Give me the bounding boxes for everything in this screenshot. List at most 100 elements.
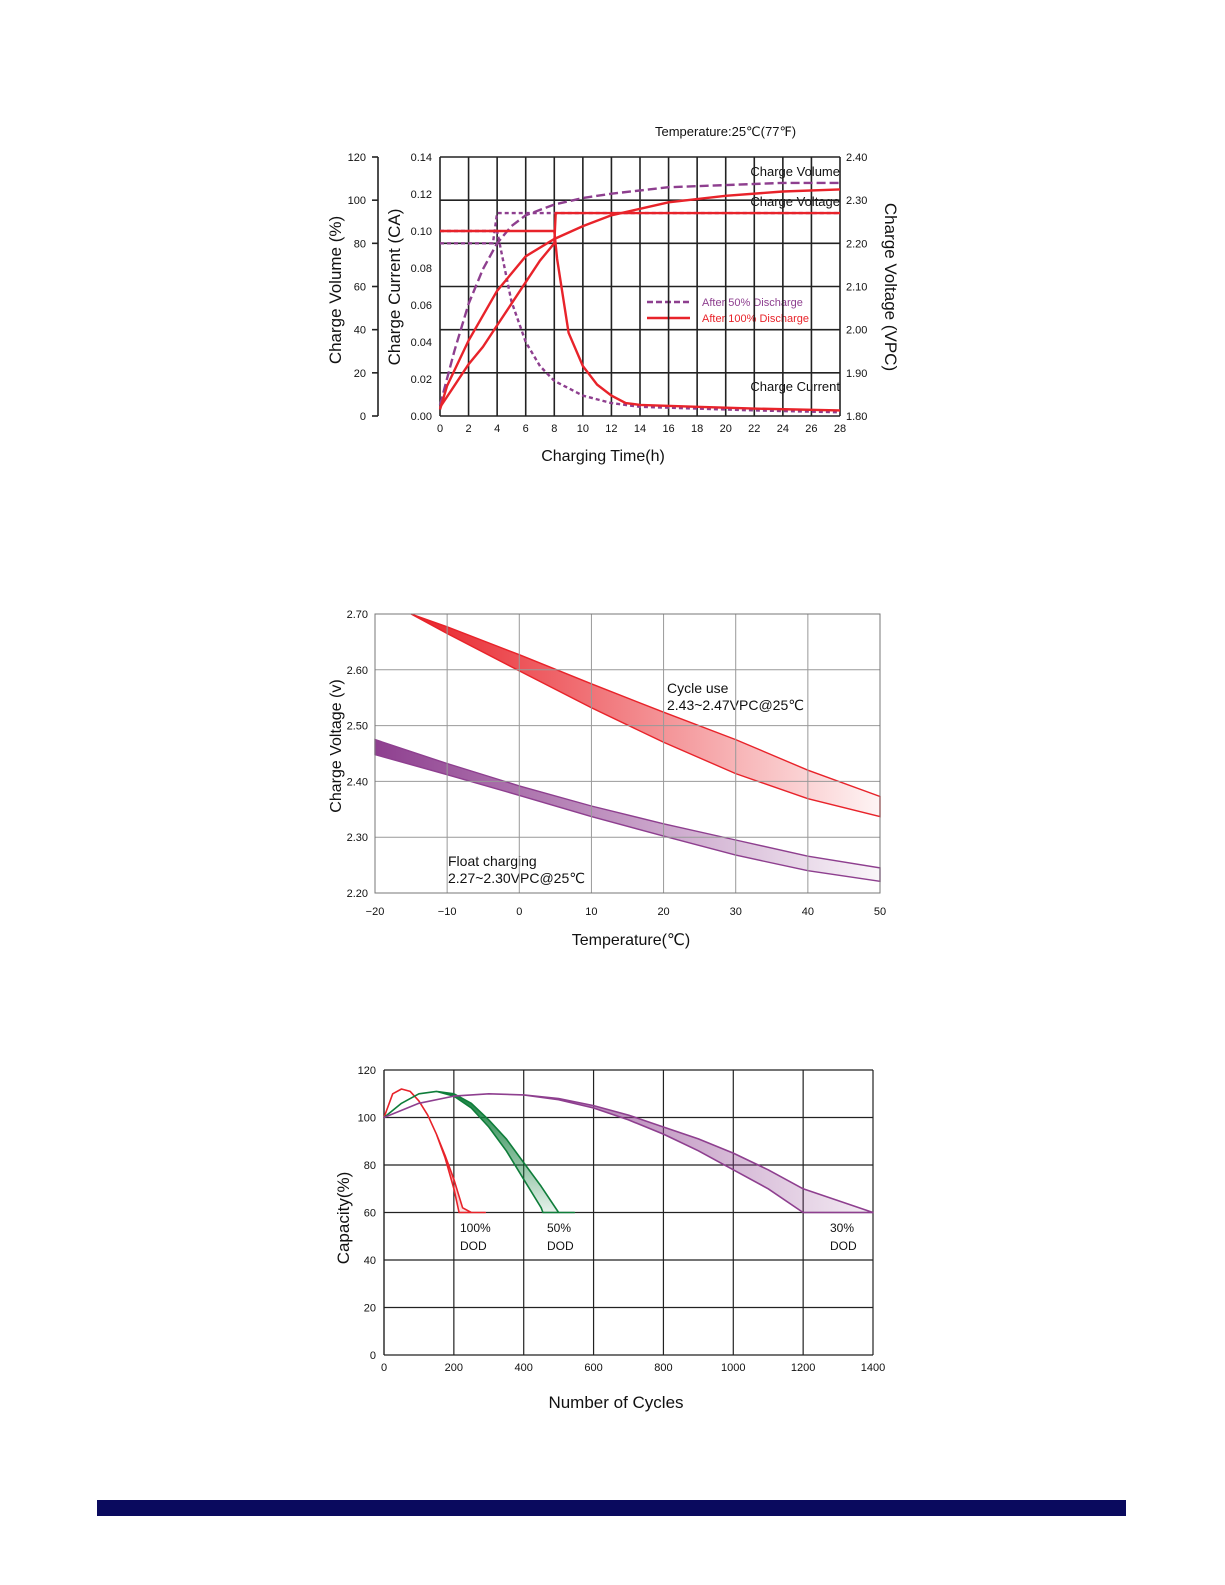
charging-x-tick: 12 (605, 423, 617, 435)
volume-tick-label: 120 (348, 152, 366, 164)
band-50-dod (383, 1090, 576, 1214)
series-50-voltage (440, 211, 840, 245)
current-tick-label: 0.00 (411, 411, 432, 423)
series-100-volume (438, 188, 841, 410)
current-tick-label: 0.06 (411, 300, 432, 312)
current-tick-label: 0.04 (411, 337, 432, 349)
charging-x-tick: 28 (834, 423, 846, 435)
temperature-y-tick: 2.20 (347, 888, 368, 900)
cycles-x-tick-zero: 0 (381, 1362, 387, 1374)
volume-tick-label: 40 (354, 325, 366, 337)
charging-temperature-note: Temperature:25℃(77℉) (655, 124, 796, 139)
cycle-use-label: Cycle use (667, 680, 729, 696)
temperature-y-tick: 2.60 (347, 665, 368, 677)
charging-current-curve-label: Charge Current (750, 379, 840, 394)
temperature-x-tick: 30 (730, 906, 742, 918)
volume-tick-label: 80 (354, 238, 366, 250)
series-100-current (440, 229, 841, 412)
charging-x-tick: 2 (466, 423, 472, 435)
charging-current-axis-label: Charge Current (CA) (385, 209, 404, 366)
temperature-x-tick: −20 (366, 906, 385, 918)
temperature-y-tick: 2.40 (347, 776, 368, 788)
dod50-label-line1: 50% (547, 1221, 571, 1235)
cycles-y-tick: 0 (370, 1350, 376, 1362)
current-tick-label: 0.02 (411, 374, 432, 386)
charging-x-tick: 6 (523, 423, 529, 435)
cycles-y-tick: 40 (364, 1255, 376, 1267)
cycles-y-tick: 60 (364, 1208, 376, 1220)
charging-x-tick: 14 (634, 423, 646, 435)
voltage-tick-label: 2.20 (846, 238, 867, 250)
volume-tick-label: 60 (354, 282, 366, 294)
footer-bar (97, 1500, 1126, 1516)
charging-volume-axis-label: Charge Volume (%) (326, 216, 345, 364)
dod100-label-line2: DOD (460, 1239, 487, 1253)
temperature-x-tick: 40 (802, 906, 814, 918)
charging-x-tick: 4 (494, 423, 500, 435)
cycles-xlabel: Number of Cycles (548, 1393, 683, 1412)
dod100-label-line1: 100% (460, 1221, 491, 1235)
current-tick-label: 0.14 (411, 152, 432, 164)
cycles-x-tick: 800 (654, 1362, 672, 1374)
float-charging-label: Float charging (448, 853, 537, 869)
charging-x-tick: 24 (777, 423, 789, 435)
charging-voltage-curve-label: Charge Voltage (750, 194, 840, 209)
cycles-y-tick: 100 (358, 1113, 376, 1125)
voltage-tick-label: 2.00 (846, 325, 867, 337)
band-100-dod (383, 1088, 487, 1214)
chart-marks: 0 2 4 6 8 10 12 14 16 18 20 22 24 26 28020406080100120… (347, 152, 887, 1374)
temperature-y-tick: 2.70 (347, 609, 368, 621)
current-tick-label: 0.12 (411, 189, 432, 201)
band-cycle-use (410, 613, 881, 818)
temperature-y-tick: 2.30 (347, 832, 368, 844)
dod30-label-line1: 30% (830, 1221, 854, 1235)
cycles-x-tick: 1000 (721, 1362, 745, 1374)
dod50-label-line2: DOD (547, 1239, 574, 1253)
charging-volume-curve-label: Charge Volume (750, 164, 840, 179)
legend-item-100: After 100% Discharge (702, 313, 809, 325)
charging-x-tick: 10 (577, 423, 589, 435)
cycles-x-tick: 400 (515, 1362, 533, 1374)
cycles-y-tick: 20 (364, 1303, 376, 1315)
charging-x-tick: 26 (805, 423, 817, 435)
charging-x-tick: 16 (662, 423, 674, 435)
float-charging-sublabel: 2.27~2.30VPC@25℃ (448, 870, 585, 886)
current-tick-label: 0.08 (411, 263, 432, 275)
voltage-tick-label: 1.90 (846, 368, 867, 380)
temperature-x-tick: 50 (874, 906, 886, 918)
charging-x-tick: 0 (437, 423, 443, 435)
current-tick-label: 0.10 (411, 226, 432, 238)
cycles-y-tick: 80 (364, 1160, 376, 1172)
temperature-x-tick: 10 (585, 906, 597, 918)
cycles-x-tick: 1200 (791, 1362, 815, 1374)
volume-tick-label: 20 (354, 368, 366, 380)
voltage-tick-label: 1.80 (846, 411, 867, 423)
charging-x-tick: 18 (691, 423, 703, 435)
cycles-chart: Number of Cycles Capacity(%) 100% DOD 50… (334, 1172, 857, 1412)
temperature-x-tick: 20 (657, 906, 669, 918)
dod30-label-line2: DOD (830, 1239, 857, 1253)
charging-x-tick: 20 (720, 423, 732, 435)
cycles-x-tick: 200 (445, 1362, 463, 1374)
temperature-x-tick: −10 (438, 906, 457, 918)
temperature-x-tick: 0 (516, 906, 522, 918)
charging-voltage-axis-label: Charge Voltage (VPC) (881, 203, 900, 371)
charging-x-tick: 8 (551, 423, 557, 435)
temperature-xlabel: Temperature(℃) (572, 932, 690, 949)
voltage-tick-label: 2.40 (846, 152, 867, 164)
cycles-x-tick: 600 (584, 1362, 602, 1374)
charging-x-tick: 22 (748, 423, 760, 435)
temperature-y-tick: 2.50 (347, 721, 368, 733)
legend-item-50: After 50% Discharge (702, 297, 803, 309)
band-30-dod (383, 1093, 874, 1214)
cycles-ylabel: Capacity(%) (334, 1172, 353, 1265)
volume-tick-label: 0 (360, 411, 366, 423)
temperature-plot-frame (374, 613, 881, 894)
charging-xlabel: Charging Time(h) (541, 448, 665, 465)
series-50-volume (438, 181, 840, 406)
cycles-x-tick: 1400 (861, 1362, 885, 1374)
voltage-tick-label: 2.10 (846, 282, 867, 294)
cycles-y-tick: 120 (358, 1065, 376, 1077)
temperature-ylabel: Charge Voltage (v) (328, 679, 345, 812)
